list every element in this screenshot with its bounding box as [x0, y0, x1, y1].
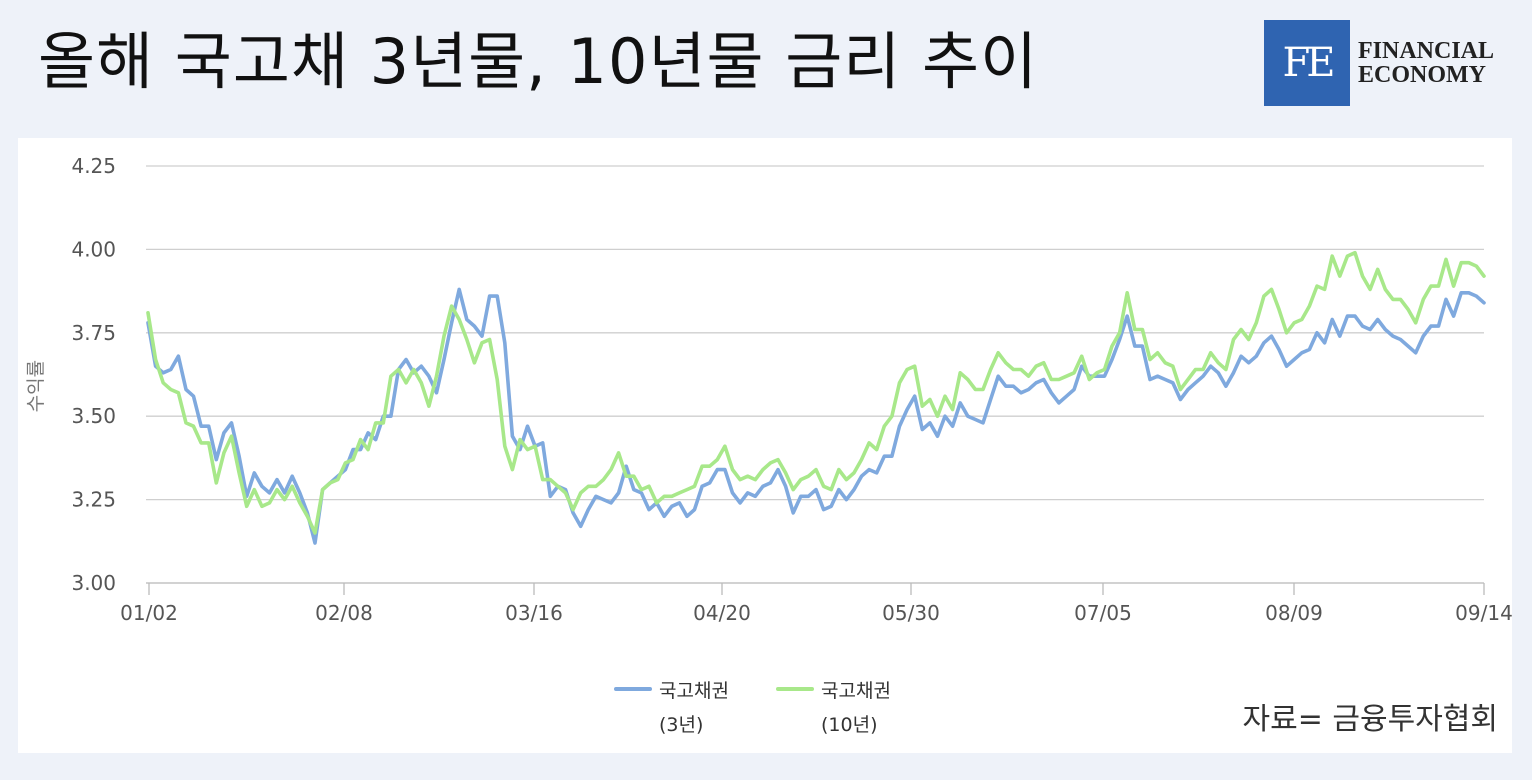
- logo-mark: FE: [1282, 40, 1336, 86]
- line-chart: 3.00 3.25 3.50 3.75 4.00 4.25 수익률 01/02 02/08 03/…: [25, 154, 1512, 736]
- y-tick-label: 3.75: [71, 321, 116, 345]
- brand-logo: FE FINANCIAL ECONOMY: [1264, 20, 1524, 106]
- chart-panel: 3.00 3.25 3.50 3.75 4.00 4.25 수익률 01/02 02/08 03/…: [18, 138, 1512, 753]
- legend-label: 국고채권: [821, 680, 891, 702]
- x-tick-label: 05/30: [882, 601, 940, 625]
- logo-mark-box: [1264, 20, 1350, 106]
- y-tick-label: 4.00: [71, 237, 116, 261]
- page-title: 올해 국고채 3년물, 10년물 금리 추이: [38, 25, 1039, 98]
- x-tick-label: 04/20: [693, 601, 751, 625]
- y-tick-label: 4.25: [71, 154, 116, 178]
- series-line-10yr: [146, 250, 1486, 535]
- x-tick-label: 03/16: [505, 601, 563, 625]
- x-tick-label: 08/09: [1265, 601, 1323, 625]
- y-axis-title: 수익률: [25, 360, 47, 412]
- x-tick-label: 02/08: [315, 601, 373, 625]
- x-tick-label: 09/14: [1455, 601, 1512, 625]
- legend-label-sub: (10년): [821, 714, 877, 736]
- source-note: 자료= 금융투자협회: [1242, 702, 1498, 737]
- logo-wordmark: FINANCIAL ECONOMY: [1358, 39, 1494, 87]
- y-tick-label: 3.00: [71, 571, 116, 595]
- legend-label: 국고채권: [659, 680, 729, 702]
- logo-line-1: FINANCIAL: [1358, 38, 1495, 64]
- legend-label-sub: (3년): [659, 714, 703, 736]
- x-tick-label: 07/05: [1074, 601, 1132, 625]
- logo-line-2: ECONOMY: [1358, 62, 1486, 88]
- y-tick-label: 3.50: [71, 404, 116, 428]
- y-tick-label: 3.25: [71, 488, 116, 512]
- x-tick-label: 01/02: [120, 601, 178, 625]
